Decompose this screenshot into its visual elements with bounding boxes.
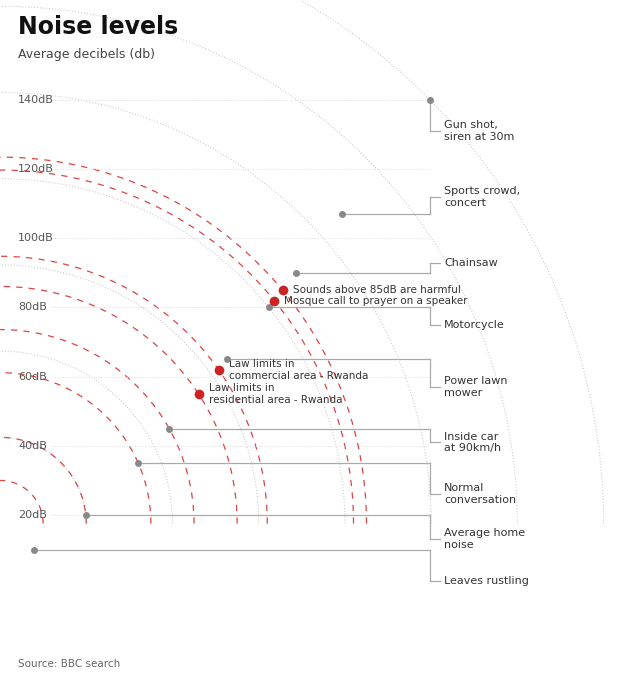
Text: Average decibels (db): Average decibels (db) [18, 48, 155, 61]
Text: 40dB: 40dB [18, 441, 47, 451]
Text: 100dB: 100dB [18, 234, 54, 243]
Text: Sports crowd,
concert: Sports crowd, concert [444, 186, 520, 207]
Text: Noise levels: Noise levels [18, 15, 179, 39]
Text: Sounds above 85dB are harmful: Sounds above 85dB are harmful [292, 285, 460, 295]
Text: Power lawn
mower: Power lawn mower [444, 376, 508, 398]
Text: 140dB: 140dB [18, 95, 54, 105]
Text: Normal
conversation: Normal conversation [444, 484, 516, 505]
Text: Average home
noise: Average home noise [444, 528, 525, 550]
Text: 120dB: 120dB [18, 164, 54, 174]
Text: Law limits in
commercial area - Rwanda: Law limits in commercial area - Rwanda [228, 359, 368, 381]
Text: Gun shot,
siren at 30m: Gun shot, siren at 30m [444, 120, 515, 142]
Text: 20dB: 20dB [18, 510, 47, 520]
Text: Motorcycle: Motorcycle [444, 319, 505, 330]
Text: 60dB: 60dB [18, 372, 47, 382]
Text: Source: BBC search: Source: BBC search [18, 659, 120, 669]
Text: Leaves rustling: Leaves rustling [444, 576, 529, 585]
Text: 80dB: 80dB [18, 302, 47, 313]
Text: Law limits in
residential area - Rwanda: Law limits in residential area - Rwanda [209, 383, 342, 405]
Text: Chainsaw: Chainsaw [444, 258, 498, 267]
Text: Inside car
at 90km/h: Inside car at 90km/h [444, 431, 501, 453]
Text: Mosque call to prayer on a speaker: Mosque call to prayer on a speaker [284, 295, 468, 306]
